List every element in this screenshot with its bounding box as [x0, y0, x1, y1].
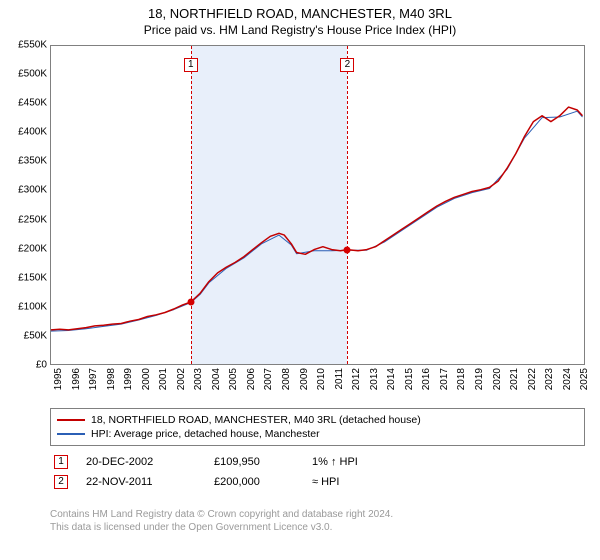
legend-swatch: [57, 419, 85, 421]
x-tick-label: 1996: [71, 368, 82, 390]
footer-line: Contains HM Land Registry data © Crown c…: [50, 508, 585, 521]
sale-row: 1 20-DEC-2002 £109,950 1% ↑ HPI: [50, 452, 585, 472]
sale-price: £200,000: [214, 476, 294, 488]
x-tick-label: 2013: [369, 368, 380, 390]
legend-item: 18, NORTHFIELD ROAD, MANCHESTER, M40 3RL…: [57, 413, 578, 427]
x-tick-label: 2024: [562, 368, 573, 390]
series-line-hpi: [51, 111, 583, 331]
x-tick-label: 2019: [474, 368, 485, 390]
y-tick-label: £550K: [18, 40, 47, 51]
legend: 18, NORTHFIELD ROAD, MANCHESTER, M40 3RL…: [50, 408, 585, 446]
x-tick-label: 2004: [211, 368, 222, 390]
x-tick-label: 1997: [88, 368, 99, 390]
legend-swatch: [57, 433, 85, 435]
x-tick-label: 1999: [123, 368, 134, 390]
footer-line: This data is licensed under the Open Gov…: [50, 521, 585, 534]
sale-marker-2: 2: [54, 475, 68, 489]
legend-item: HPI: Average price, detached house, Manc…: [57, 427, 578, 441]
x-tick-label: 2010: [316, 368, 327, 390]
y-tick-label: £0: [36, 360, 47, 371]
x-tick-label: 1998: [106, 368, 117, 390]
x-tick-label: 2011: [334, 368, 345, 390]
sale-price: £109,950: [214, 456, 294, 468]
x-tick-label: 2003: [193, 368, 204, 390]
x-tick-label: 2021: [509, 368, 520, 390]
y-tick-label: £200K: [18, 243, 47, 254]
x-tick-label: 2025: [579, 368, 590, 390]
sale-marker-1: 1: [54, 455, 68, 469]
sale-date: 22-NOV-2011: [86, 476, 196, 488]
sales-table: 1 20-DEC-2002 £109,950 1% ↑ HPI 2 22-NOV…: [50, 452, 585, 492]
y-tick-label: £150K: [18, 272, 47, 283]
x-tick-label: 2001: [158, 368, 169, 390]
legend-label: HPI: Average price, detached house, Manc…: [91, 428, 320, 440]
sale-row: 2 22-NOV-2011 £200,000 ≈ HPI: [50, 472, 585, 492]
x-tick-label: 2015: [404, 368, 415, 390]
title-block: 18, NORTHFIELD ROAD, MANCHESTER, M40 3RL…: [0, 0, 600, 39]
x-tick-label: 2002: [176, 368, 187, 390]
y-tick-label: £300K: [18, 185, 47, 196]
x-tick-label: 2005: [228, 368, 239, 390]
x-tick-label: 2012: [351, 368, 362, 390]
plot-area: 12: [50, 45, 585, 365]
x-tick-label: 2023: [544, 368, 555, 390]
x-tick-label: 2017: [439, 368, 450, 390]
x-tick-label: 2020: [492, 368, 503, 390]
x-tick-label: 2008: [281, 368, 292, 390]
footer: Contains HM Land Registry data © Crown c…: [50, 508, 585, 534]
x-tick-label: 2016: [421, 368, 432, 390]
series-line-subject: [51, 107, 583, 330]
page-subtitle: Price paid vs. HM Land Registry's House …: [0, 23, 600, 37]
legend-label: 18, NORTHFIELD ROAD, MANCHESTER, M40 3RL…: [91, 414, 421, 426]
series-svg: [51, 46, 586, 366]
y-tick-label: £50K: [24, 330, 47, 341]
x-tick-label: 2014: [386, 368, 397, 390]
sale-dot: [187, 299, 194, 306]
chart: 12 £0 £50K £100K £150K £200K £250K £300K £350K £…: [0, 40, 600, 400]
x-tick-label: 2022: [527, 368, 538, 390]
x-tick-label: 2007: [263, 368, 274, 390]
x-tick-label: 1995: [53, 368, 64, 390]
x-tick-label: 2009: [299, 368, 310, 390]
sale-pct: 1% ↑ HPI: [312, 456, 402, 468]
x-tick-label: 2018: [456, 368, 467, 390]
x-tick-label: 2006: [246, 368, 257, 390]
y-tick-label: £100K: [18, 301, 47, 312]
sale-dot: [344, 246, 351, 253]
y-tick-label: £500K: [18, 69, 47, 80]
page-title: 18, NORTHFIELD ROAD, MANCHESTER, M40 3RL: [0, 6, 600, 21]
x-tick-label: 2000: [141, 368, 152, 390]
sale-date: 20-DEC-2002: [86, 456, 196, 468]
y-tick-label: £350K: [18, 156, 47, 167]
y-tick-label: £400K: [18, 127, 47, 138]
y-tick-label: £450K: [18, 98, 47, 109]
y-tick-label: £250K: [18, 214, 47, 225]
sale-pct: ≈ HPI: [312, 476, 402, 488]
